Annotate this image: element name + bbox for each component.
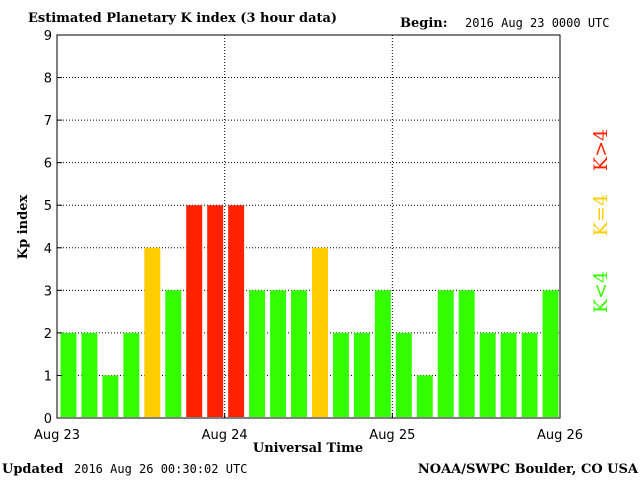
kp-bar — [542, 290, 559, 417]
y-axis-label: Kp index — [16, 195, 31, 260]
begin-label: Begin: — [400, 16, 448, 31]
x-axis-label: Universal Time — [253, 441, 363, 456]
chart-title: Estimated Planetary K index (3 hour data… — [28, 11, 337, 26]
kp-bar — [521, 332, 538, 417]
kp-bar — [186, 205, 203, 417]
x-tick-label: Aug 24 — [202, 428, 248, 443]
kp-bar — [500, 332, 517, 417]
y-tick-label: 1 — [44, 369, 52, 384]
begin-value: 2016 Aug 23 0000 UTC — [465, 16, 610, 30]
y-tick-label: 2 — [44, 327, 52, 342]
kp-bar — [437, 290, 454, 417]
x-tick-label: Aug 25 — [369, 428, 415, 443]
kp-bar — [60, 332, 77, 417]
y-tick-label: 8 — [44, 72, 52, 87]
kp-bar — [332, 332, 349, 417]
y-tick-label: 6 — [44, 157, 52, 172]
kp-bar — [207, 205, 224, 417]
y-tick-label: 0 — [44, 412, 52, 427]
kp-bar — [165, 290, 182, 417]
y-tick-label: 9 — [44, 29, 52, 44]
y-tick-label: 5 — [44, 199, 52, 214]
y-tick-label: 7 — [44, 114, 52, 129]
legend-high: K>4 — [590, 129, 612, 171]
kp-bar — [228, 205, 245, 417]
kp-bar — [291, 290, 307, 417]
x-tick-label: Aug 23 — [34, 428, 80, 443]
y-tick-label: 3 — [44, 284, 52, 299]
kp-bar — [249, 290, 266, 417]
bars — [60, 205, 559, 417]
updated-value: 2016 Aug 26 00:30:02 UTC — [74, 462, 247, 476]
y-tick-label: 4 — [44, 242, 52, 257]
kp-bar — [374, 290, 391, 417]
legend-mid: K=4 — [590, 194, 612, 236]
kp-bar — [123, 332, 140, 417]
kp-bar — [395, 332, 412, 417]
axes: 0 1 2 3 4 5 6 7 8 9 Aug 23 Aug 24 Aug 25 Aug 26 — [34, 29, 583, 443]
kp-bar — [270, 290, 287, 417]
kp-bar — [458, 290, 475, 417]
kp-bar — [416, 375, 433, 417]
grid — [57, 35, 560, 418]
kp-bar — [144, 247, 161, 417]
plot-frame — [56, 34, 561, 419]
kp-bar — [81, 332, 98, 417]
source-credit: NOAA/SWPC Boulder, CO USA — [418, 462, 639, 477]
x-tick-label: Aug 26 — [537, 428, 583, 443]
kp-bar — [312, 247, 328, 417]
kp-bar — [479, 332, 496, 417]
legend-low: K<4 — [590, 271, 612, 313]
kp-bar — [102, 375, 119, 417]
kp-bar — [353, 332, 370, 417]
updated-label: Updated — [2, 462, 63, 477]
